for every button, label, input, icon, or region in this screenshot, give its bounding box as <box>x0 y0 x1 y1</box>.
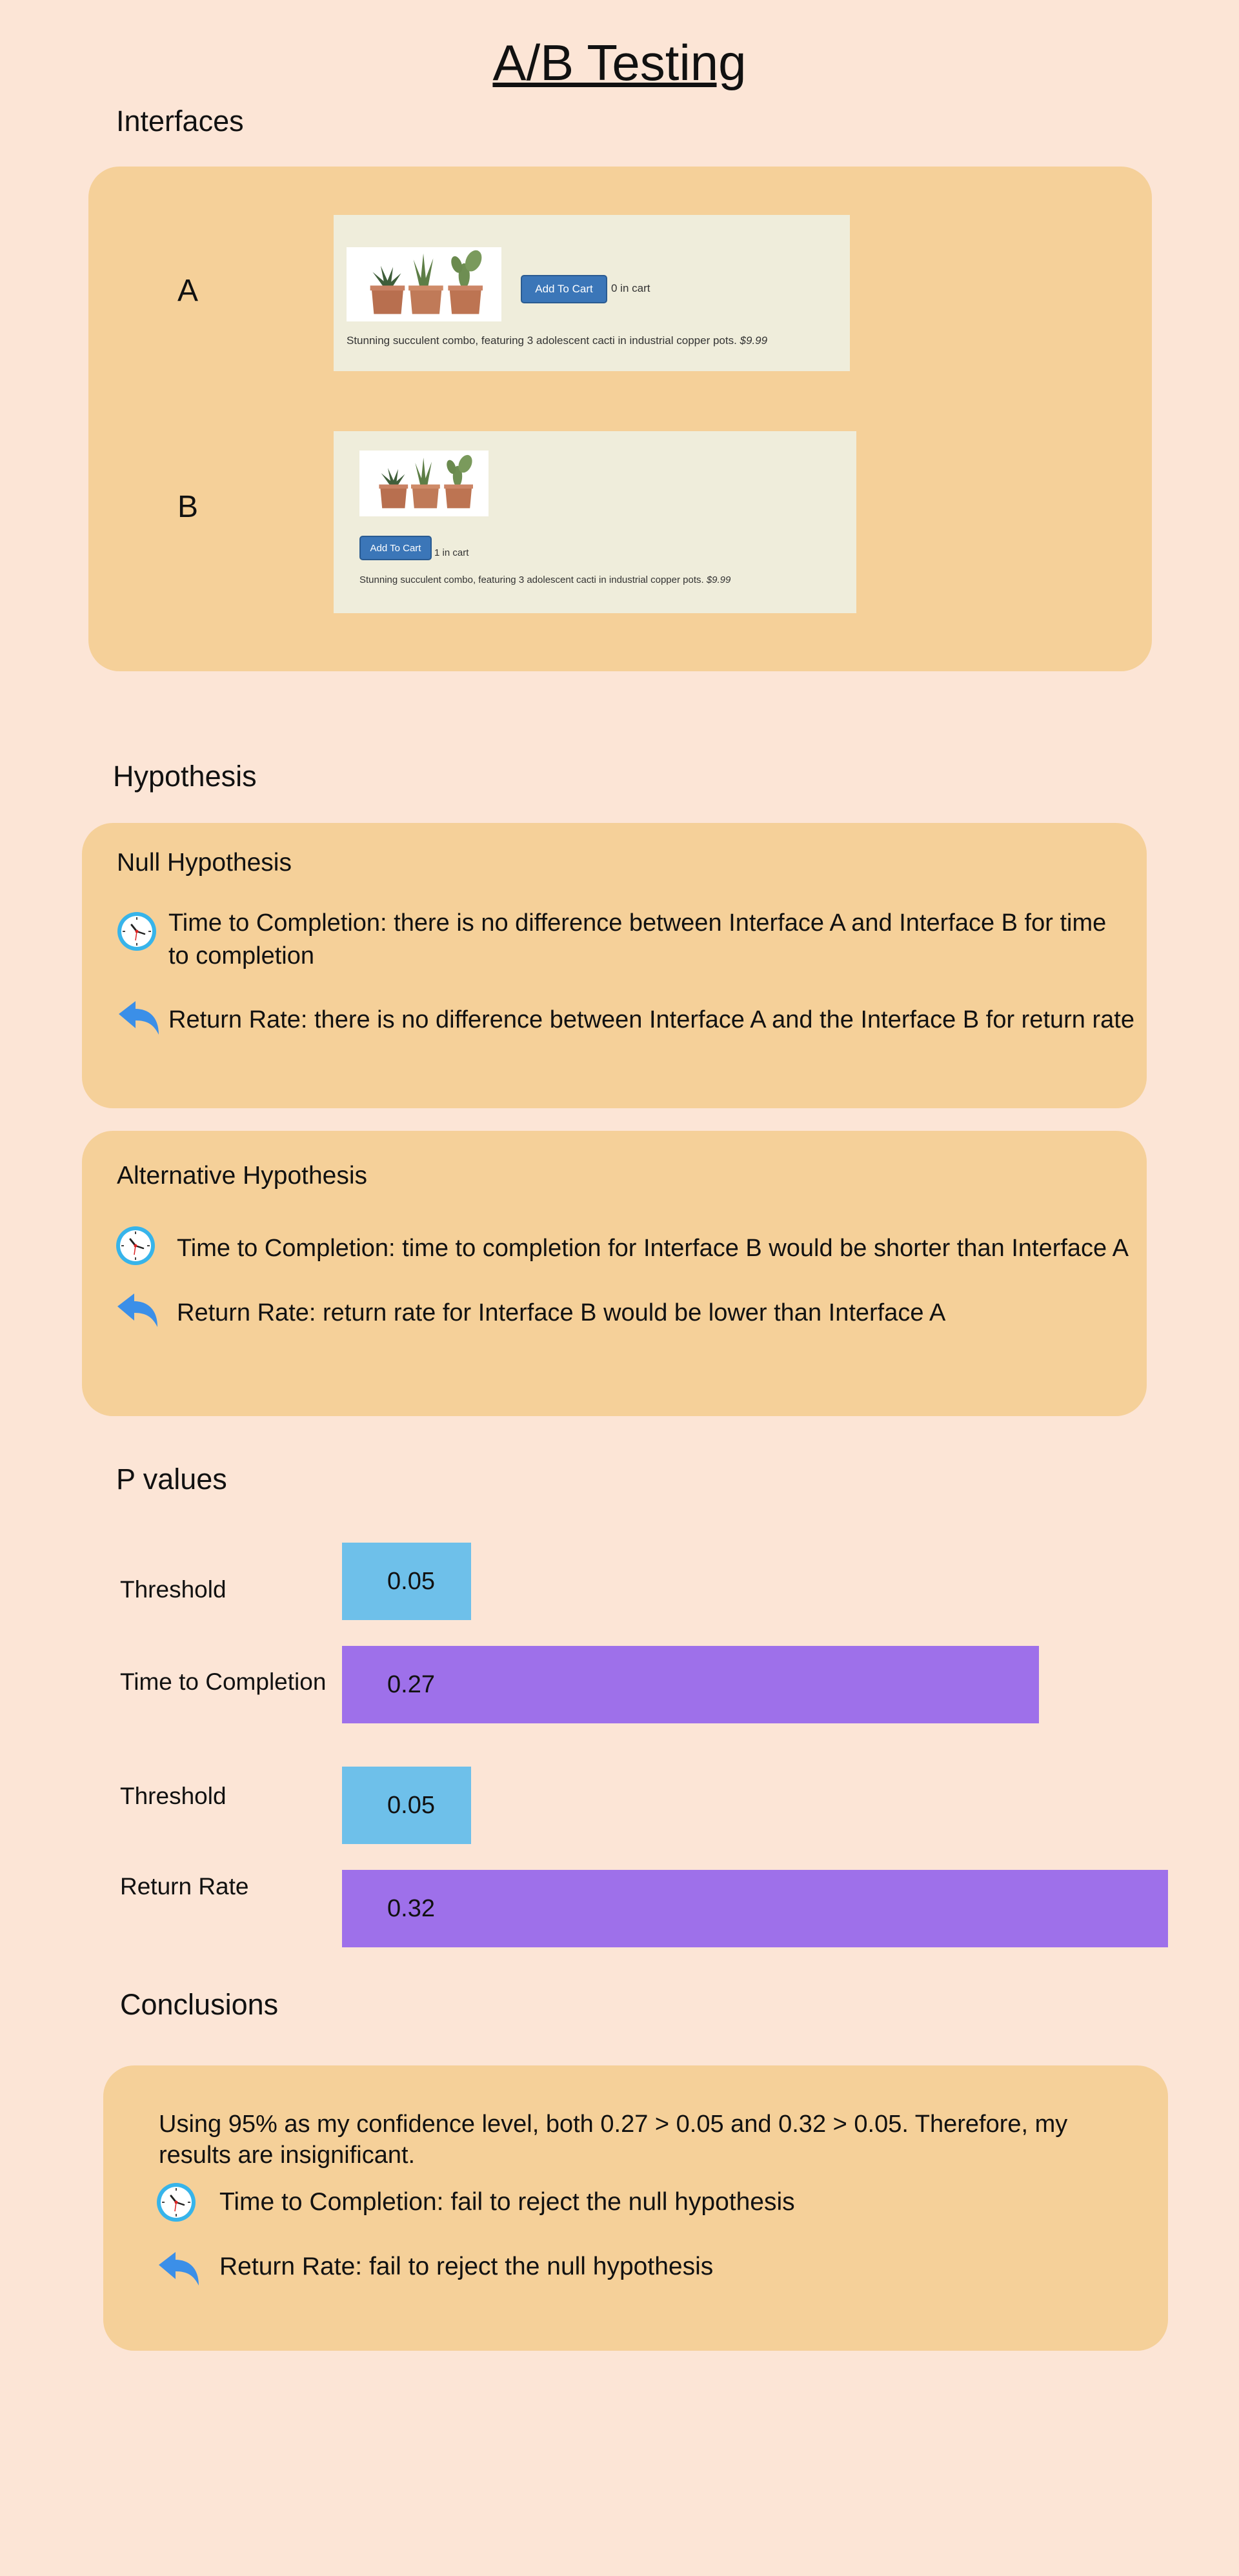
product-description: Stunning succulent combo, featuring 3 ad… <box>347 334 768 347</box>
bar-value-label: 0.32 <box>387 1894 435 1922</box>
add-to-cart-button[interactable]: Add To Cart <box>359 536 432 560</box>
bar-1: 0.05 <box>342 1543 471 1620</box>
alternative-hypothesis-panel: Alternative Hypothesis Time to Completio… <box>82 1131 1147 1416</box>
null-hypothesis-panel: Null Hypothesis Time to Completion: ther… <box>82 823 1147 1108</box>
interfaces-heading: Interfaces <box>116 105 244 137</box>
clock-icon <box>115 1225 156 1266</box>
return-arrow-icon <box>156 2249 201 2288</box>
return-arrow-icon <box>116 999 161 1037</box>
interface-a-prototype: Add To Cart 0 in cart Stunning succulent… <box>334 215 850 371</box>
return-arrow-icon <box>115 1291 160 1330</box>
interface-b-prototype: Add To Cart 1 in cart Stunning succulent… <box>334 431 856 613</box>
bar-value-label: 0.27 <box>387 1670 435 1698</box>
clock-icon <box>116 911 157 952</box>
bar-category-label: Time to Completion <box>120 1668 327 1695</box>
interface-a-label: A <box>177 274 199 308</box>
null-hypothesis-title: Null Hypothesis <box>117 849 292 877</box>
conclusion-return-rate: Return Rate: fail to reject the null hyp… <box>219 2253 714 2280</box>
conclusions-summary: Using 95% as my confidence level, both 0… <box>159 2111 1068 2169</box>
cart-count: 0 in cart <box>611 282 650 294</box>
product-price: $9.99 <box>706 574 731 585</box>
bar-value-label: 0.05 <box>387 1567 435 1595</box>
product-image <box>359 451 489 516</box>
clock-icon <box>156 2182 197 2223</box>
conclusions-heading: Conclusions <box>120 1988 279 2021</box>
cart-count: 1 in cart <box>434 547 469 558</box>
alternative-return-rate: Return Rate: return rate for Interface B… <box>177 1299 946 1326</box>
null-return-rate: Return Rate: there is no difference betw… <box>168 1006 1134 1033</box>
alternative-hypothesis-title: Alternative Hypothesis <box>117 1162 368 1190</box>
null-time-to-completion: Time to Completion: there is no differen… <box>168 909 1107 970</box>
conclusion-time-to-completion: Time to Completion: fail to reject the n… <box>219 2188 795 2216</box>
bar-4: 0.32 <box>342 1870 1168 1947</box>
interface-b-label: B <box>177 490 199 524</box>
product-description: Stunning succulent combo, featuring 3 ad… <box>359 574 731 585</box>
page-title: A/B Testing <box>492 34 747 91</box>
hypothesis-heading: Hypothesis <box>113 760 257 793</box>
bar-2: 0.27 <box>342 1646 1039 1723</box>
product-price: $9.99 <box>740 334 768 347</box>
alternative-time-to-completion: Time to Completion: time to completion f… <box>177 1235 1129 1262</box>
bar-value-label: 0.05 <box>387 1791 435 1819</box>
bar-3: 0.05 <box>342 1767 471 1844</box>
add-to-cart-button[interactable]: Add To Cart <box>521 275 607 303</box>
bar-category-label: Return Rate <box>120 1873 249 1900</box>
bar-category-label: Threshold <box>120 1783 227 1809</box>
bar-category-label: Threshold <box>120 1576 227 1603</box>
conclusions-panel: Using 95% as my confidence level, both 0… <box>103 2065 1168 2351</box>
product-image <box>347 247 501 321</box>
chart-title: P values <box>116 1463 227 1496</box>
interfaces-panel: A Add To Cart 0 in cart Stunning succule… <box>88 167 1152 671</box>
